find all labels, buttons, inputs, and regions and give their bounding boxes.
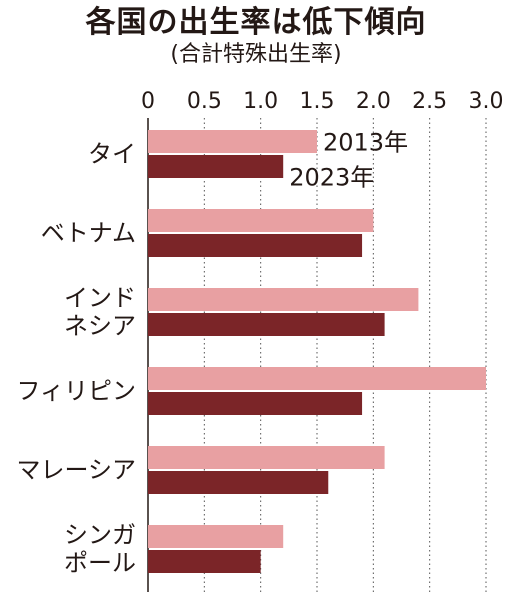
bar-0-0 — [148, 130, 317, 153]
bar-0-5 — [148, 525, 284, 548]
bar-0-2 — [148, 288, 419, 311]
series-label: 2013年 — [323, 129, 408, 157]
x-tick-label: 1.5 — [300, 89, 335, 114]
category-label: インド — [64, 284, 136, 312]
bar-1-5 — [148, 550, 261, 573]
x-tick-label: 0.5 — [187, 89, 222, 114]
category-label: フィリピン — [16, 377, 136, 405]
bar-0-1 — [148, 209, 374, 232]
bar-1-2 — [148, 313, 385, 336]
category-label: ベトナム — [41, 219, 136, 247]
x-tick-label: 2.0 — [356, 89, 391, 114]
bar-1-4 — [148, 471, 329, 494]
category-label: マレーシア — [16, 456, 136, 484]
bar-1-1 — [148, 234, 363, 257]
category-label: タイ — [88, 140, 136, 168]
x-tick-label: 0 — [141, 89, 155, 114]
series-label: 2023年 — [289, 164, 374, 192]
bar-0-4 — [148, 446, 385, 469]
x-tick-label: 1.0 — [243, 89, 278, 114]
bar-1-3 — [148, 392, 363, 415]
category-label: シンガ — [64, 521, 136, 549]
chart-subtitle: (合計特殊出生率) — [170, 42, 342, 67]
bar-0-3 — [148, 367, 486, 390]
x-tick-label: 2.5 — [412, 89, 447, 114]
category-label: ポール — [64, 549, 136, 577]
chart-title: 各国の出生率は低下傾向 — [85, 5, 427, 40]
category-label: ネシア — [64, 312, 136, 340]
bar-1-0 — [148, 155, 284, 178]
x-tick-label: 3.0 — [469, 89, 504, 114]
